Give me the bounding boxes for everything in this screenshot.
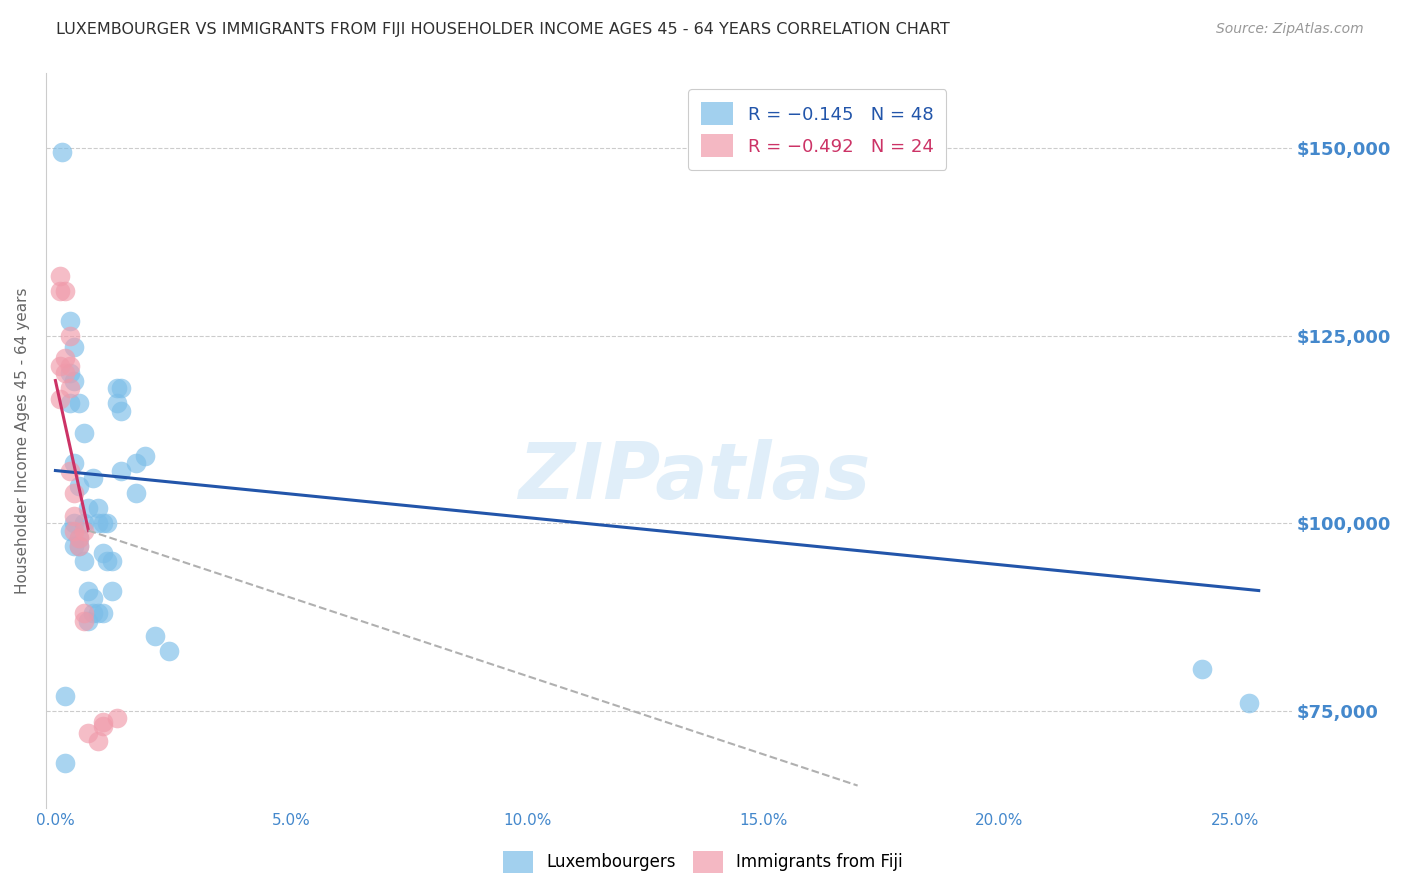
Point [63, 374, 86, 388]
Point [58, 464, 80, 478]
Point [110, 464, 132, 478]
Point [143, 629, 166, 643]
Point [67, 531, 90, 545]
Text: Source: ZipAtlas.com: Source: ZipAtlas.com [1216, 22, 1364, 37]
Point [63, 456, 86, 470]
Point [73, 516, 96, 530]
Point [77, 583, 100, 598]
Point [58, 328, 80, 343]
Point [49, 392, 72, 407]
Point [63, 486, 86, 500]
Point [134, 449, 156, 463]
Point [91, 546, 114, 560]
Point [53, 284, 76, 298]
Point [82, 591, 104, 605]
Point [63, 508, 86, 523]
Point [77, 726, 100, 740]
Point [53, 689, 76, 703]
Point [87, 516, 110, 530]
Point [67, 539, 90, 553]
Point [51, 145, 73, 159]
Legend: Luxembourgers, Immigrants from Fiji: Luxembourgers, Immigrants from Fiji [496, 845, 910, 880]
Point [101, 583, 124, 598]
Point [110, 381, 132, 395]
Point [96, 553, 118, 567]
Point [91, 714, 114, 729]
Point [91, 718, 114, 732]
Point [63, 516, 86, 530]
Point [49, 268, 72, 283]
Point [63, 539, 86, 553]
Point [82, 606, 104, 620]
Point [87, 733, 110, 747]
Point [110, 403, 132, 417]
Point [58, 366, 80, 380]
Point [67, 539, 90, 553]
Point [67, 478, 90, 492]
Point [73, 425, 96, 440]
Point [105, 396, 128, 410]
Point [63, 524, 86, 538]
Point [157, 643, 180, 657]
Text: LUXEMBOURGER VS IMMIGRANTS FROM FIJI HOUSEHOLDER INCOME AGES 45 - 64 YEARS CORRE: LUXEMBOURGER VS IMMIGRANTS FROM FIJI HOU… [56, 22, 950, 37]
Point [63, 340, 86, 354]
Point [53, 366, 76, 380]
Point [96, 516, 118, 530]
Text: ZIPatlas: ZIPatlas [517, 439, 870, 516]
Point [124, 486, 146, 500]
Point [49, 284, 72, 298]
Y-axis label: Householder Income Ages 45 - 64 years: Householder Income Ages 45 - 64 years [15, 287, 30, 594]
Point [58, 524, 80, 538]
Point [58, 381, 80, 395]
Point [73, 614, 96, 628]
Point [58, 396, 80, 410]
Point [49, 359, 72, 373]
Point [91, 516, 114, 530]
Point [58, 313, 80, 327]
Point [1191, 662, 1213, 676]
Point [53, 756, 76, 770]
Point [105, 711, 128, 725]
Point [58, 359, 80, 373]
Point [101, 553, 124, 567]
Point [91, 606, 114, 620]
Point [105, 381, 128, 395]
Point [87, 501, 110, 516]
Legend: R = −0.145   N = 48, R = −0.492   N = 24: R = −0.145 N = 48, R = −0.492 N = 24 [689, 89, 946, 170]
Point [67, 396, 90, 410]
Point [73, 606, 96, 620]
Point [67, 531, 90, 545]
Point [77, 501, 100, 516]
Point [87, 606, 110, 620]
Point [124, 456, 146, 470]
Point [73, 524, 96, 538]
Point [77, 614, 100, 628]
Point [82, 471, 104, 485]
Point [73, 553, 96, 567]
Point [53, 351, 76, 365]
Point [1239, 696, 1261, 710]
